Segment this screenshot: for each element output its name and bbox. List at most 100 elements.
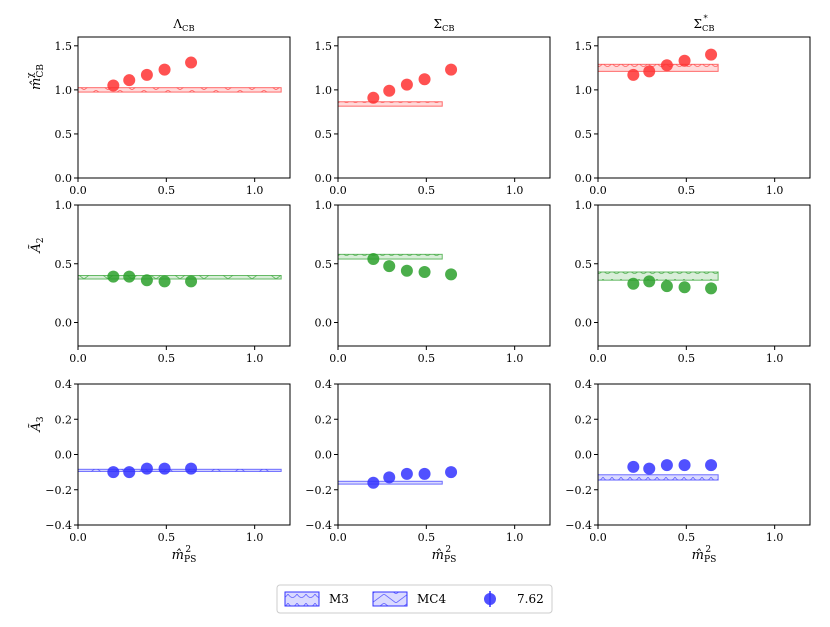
- x-tick-label: 1.0: [246, 184, 264, 197]
- y-tick-label: 0.0: [315, 172, 333, 185]
- x-tick-label: 0.0: [329, 531, 347, 544]
- data-point: [123, 466, 136, 479]
- axes-frame: [597, 204, 811, 347]
- x-tick-label: 0.0: [589, 531, 607, 544]
- axes-frame: [337, 383, 551, 526]
- x-tick-label: 1.0: [246, 531, 264, 544]
- y-tick-label: 0.2: [575, 413, 593, 426]
- y-tick-label: 0.5: [575, 128, 593, 141]
- y-tick-label: 0.0: [55, 317, 73, 330]
- data-point: [418, 467, 431, 480]
- x-tick-label: 0.0: [69, 184, 87, 197]
- legend-label: MC4: [417, 592, 446, 606]
- data-point: [140, 68, 153, 81]
- data-point: [367, 476, 380, 489]
- legend-label: M3: [329, 592, 349, 606]
- data-point: [643, 462, 656, 475]
- y-tick-label: 1.0: [315, 84, 333, 97]
- y-tick-label: −0.4: [305, 519, 332, 532]
- data-point: [383, 471, 396, 484]
- axes-frame: [597, 383, 811, 526]
- y-tick-label: 0.5: [55, 258, 73, 271]
- data-point: [627, 460, 640, 473]
- y-tick-label: 0.5: [55, 128, 73, 141]
- y-tick-label: 0.5: [315, 258, 333, 271]
- column-title: ΛCB: [172, 17, 194, 33]
- y-tick-label: 0.4: [55, 378, 73, 391]
- x-tick-label: 0.5: [158, 352, 176, 365]
- y-tick-label: 0.0: [55, 449, 73, 462]
- y-tick-label: 1.0: [315, 199, 333, 212]
- data-point: [107, 270, 120, 283]
- data-point: [418, 265, 431, 278]
- x-axis-label: m̂PS2: [692, 545, 717, 565]
- x-tick-label: 1.0: [766, 531, 784, 544]
- x-tick-label: 1.0: [506, 184, 524, 197]
- y-axis-label: m̂CBχ: [26, 64, 46, 90]
- x-tick-label: 0.0: [69, 531, 87, 544]
- y-tick-label: 0.0: [575, 317, 593, 330]
- y-tick-label: 1.5: [575, 40, 593, 53]
- data-point: [643, 275, 656, 288]
- y-tick-label: 0.0: [315, 449, 333, 462]
- band-m3: [597, 63, 719, 72]
- y-tick-label: −0.2: [305, 484, 332, 497]
- data-point: [400, 264, 413, 277]
- data-point: [678, 459, 691, 472]
- data-point: [158, 275, 171, 288]
- data-point: [185, 462, 198, 475]
- y-tick-label: 1.0: [55, 84, 73, 97]
- legend-swatch-mc4: [372, 591, 408, 607]
- x-tick-label: 0.0: [589, 352, 607, 365]
- data-point: [367, 253, 380, 266]
- y-tick-label: 0.4: [315, 378, 333, 391]
- legend-label: 7.62: [517, 592, 544, 606]
- y-tick-label: 1.0: [55, 199, 73, 212]
- data-point: [185, 275, 198, 288]
- axes-frame: [337, 204, 551, 347]
- axes-frame: [77, 204, 291, 347]
- x-tick-label: 1.0: [766, 184, 784, 197]
- x-tick-label: 1.0: [506, 531, 524, 544]
- data-point: [158, 462, 171, 475]
- x-tick-label: 0.5: [418, 352, 436, 365]
- y-tick-label: 0.5: [315, 128, 333, 141]
- data-point: [627, 277, 640, 290]
- axes-frame: [337, 36, 551, 179]
- data-point: [185, 56, 198, 69]
- y-tick-label: 0.5: [575, 258, 593, 271]
- data-point: [140, 462, 153, 475]
- y-axis-label-group: Ã3: [28, 416, 46, 432]
- x-tick-label: 1.0: [506, 352, 524, 365]
- x-tick-label: 0.5: [158, 184, 176, 197]
- legend-swatch-m3: [284, 591, 320, 607]
- column-title: ΣCB*: [693, 13, 714, 33]
- data-point: [627, 68, 640, 81]
- y-tick-label: −0.2: [45, 484, 72, 497]
- x-tick-label: 0.5: [678, 531, 696, 544]
- axes-frame: [597, 36, 811, 179]
- band-m3: [597, 474, 719, 481]
- legend-marker: [484, 593, 496, 605]
- data-point: [445, 268, 458, 281]
- y-tick-label: 0.0: [55, 172, 73, 185]
- data-point: [367, 91, 380, 104]
- x-tick-label: 1.0: [766, 352, 784, 365]
- x-tick-label: 0.0: [329, 352, 347, 365]
- data-point: [643, 65, 656, 78]
- y-tick-label: 1.5: [55, 40, 73, 53]
- x-tick-label: 0.5: [678, 184, 696, 197]
- data-point: [660, 59, 673, 72]
- band-m3: [337, 253, 443, 260]
- axes-frame: [77, 36, 291, 179]
- y-tick-label: 0.4: [575, 378, 593, 391]
- data-point: [660, 459, 673, 472]
- x-tick-label: 0.5: [418, 531, 436, 544]
- data-point: [123, 270, 136, 283]
- x-tick-label: 0.5: [158, 531, 176, 544]
- band-m3: [597, 271, 719, 281]
- data-point: [107, 79, 120, 92]
- y-tick-label: 1.0: [575, 199, 593, 212]
- data-point: [678, 281, 691, 294]
- data-point: [705, 459, 718, 472]
